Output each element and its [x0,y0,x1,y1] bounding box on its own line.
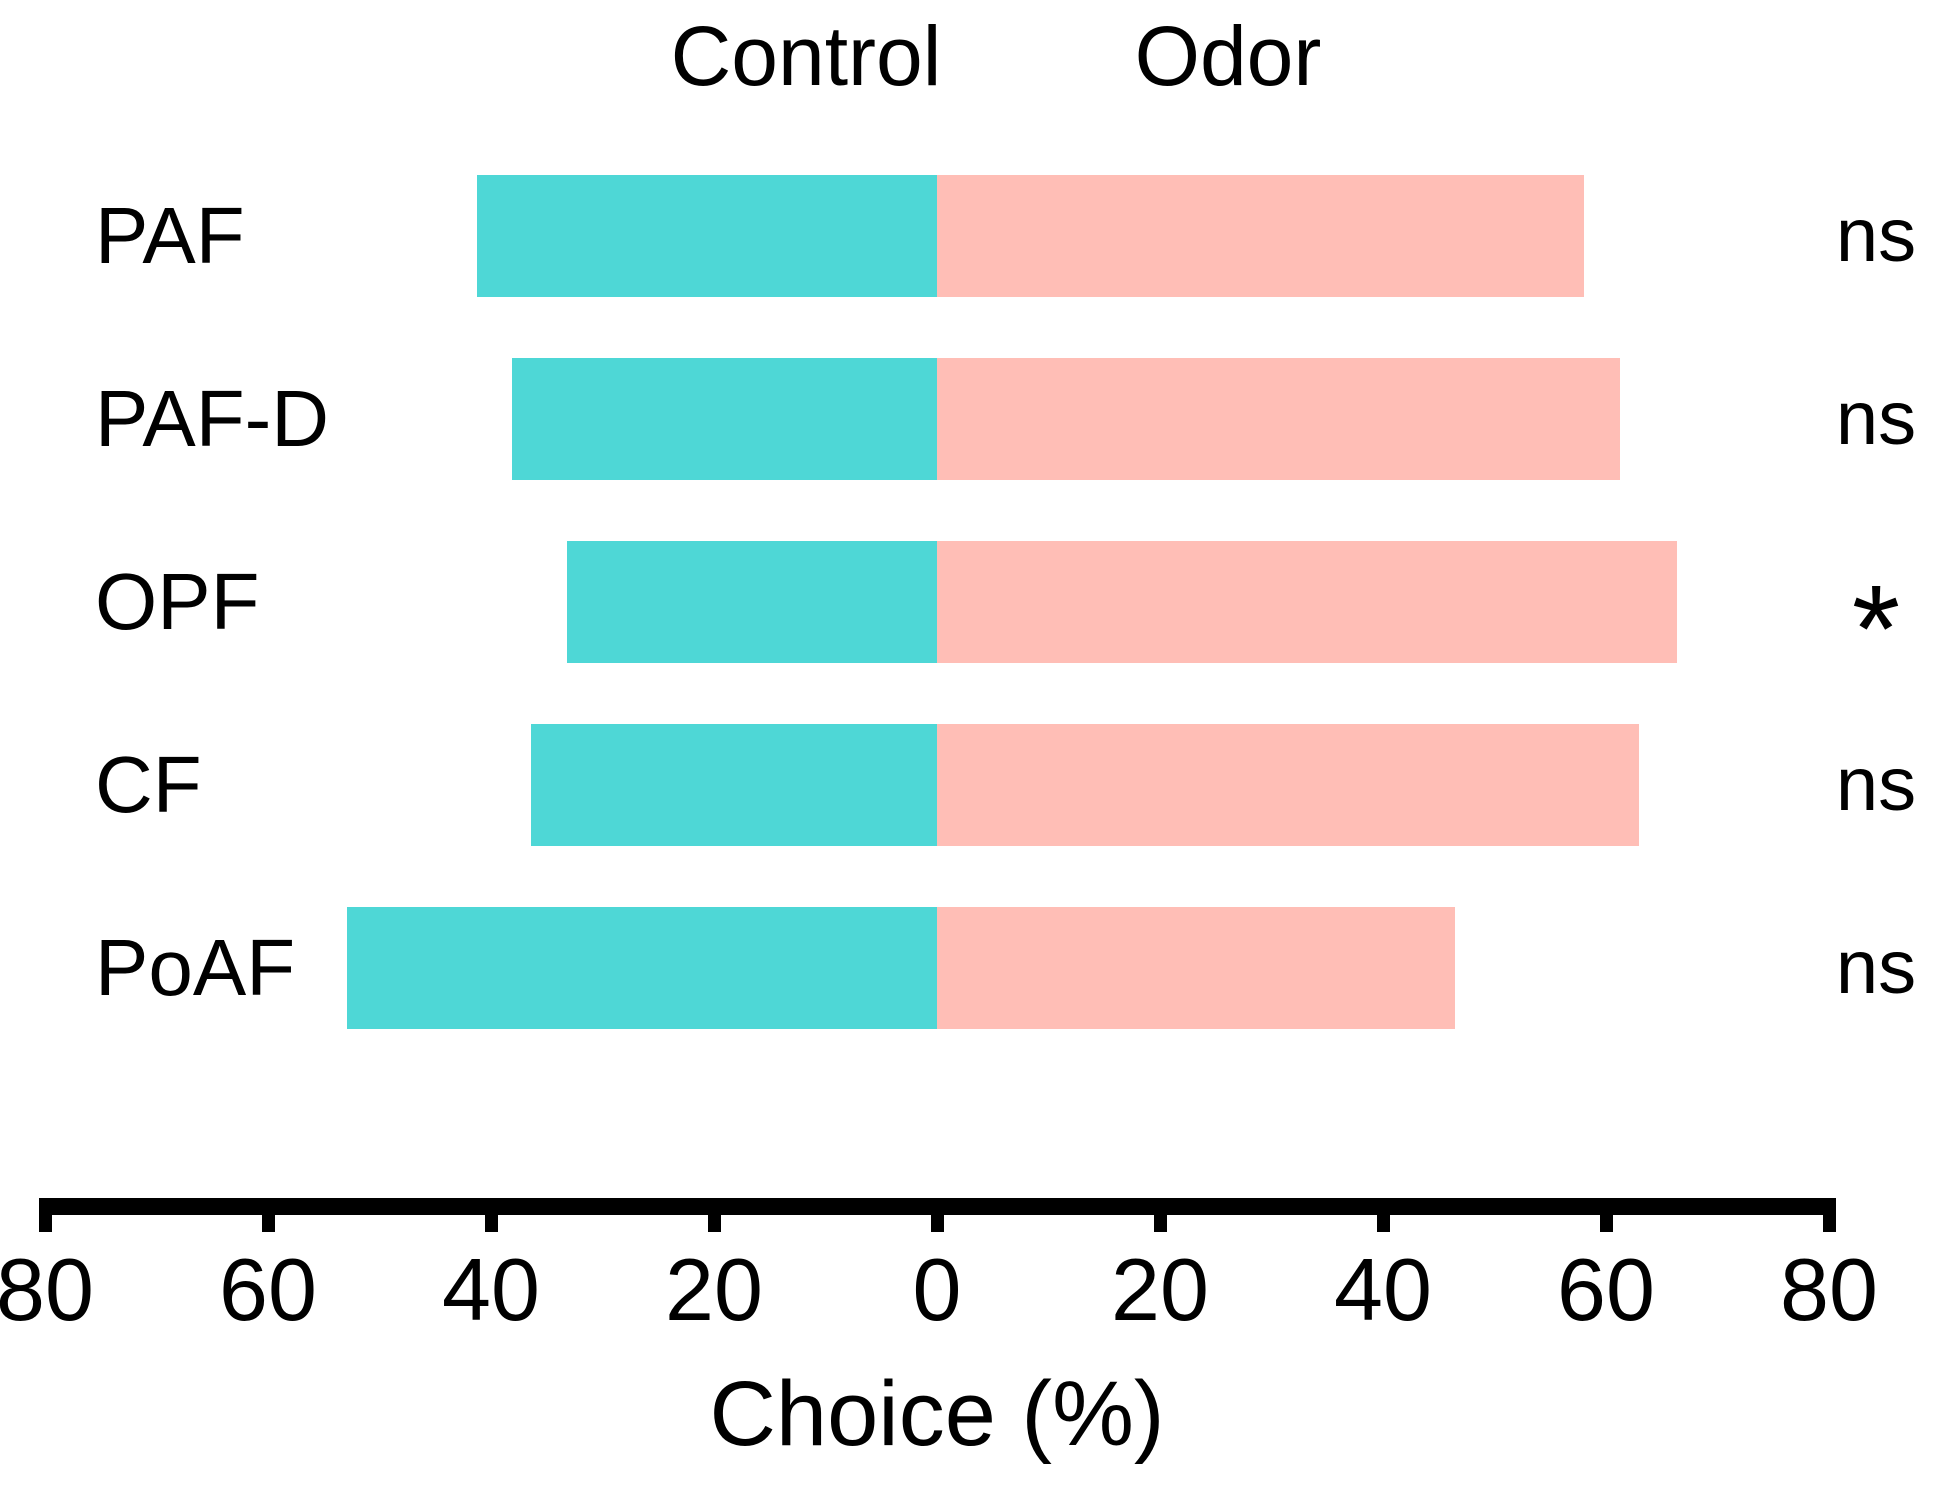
significance-label-opf: * [1851,560,1901,699]
x-axis-tick [707,1198,721,1232]
control-bar-cf [531,724,937,846]
control-bar-paf-d [512,358,937,480]
x-axis-tick [38,1198,52,1232]
x-axis-tick [484,1198,498,1232]
x-axis-tick-label: 80 [1780,1240,1878,1339]
x-axis-tick-label: 80 [0,1240,94,1339]
category-label-poaf: PoAF [95,923,296,1012]
control-bar-poaf [347,907,937,1029]
x-axis-tick-label: 60 [1557,1240,1655,1339]
x-axis-title: Choice (%) [709,1363,1165,1465]
x-axis-tick-label: 40 [1334,1240,1432,1339]
x-axis-tick [1822,1198,1836,1232]
x-axis-tick [1376,1198,1390,1232]
significance-label-poaf: ns [1835,925,1917,1010]
x-axis-tick-label: 40 [442,1240,540,1339]
column-header-control: Control [670,9,942,103]
x-axis-tick [261,1198,275,1232]
x-axis-tick-label: 20 [1111,1240,1209,1339]
category-label-paf: PAF [95,191,245,280]
x-axis-tick-label: 60 [219,1240,317,1339]
odor-bar-paf-d [937,358,1621,480]
odor-bar-poaf [937,907,1456,1029]
category-label-opf: OPF [95,557,260,646]
significance-label-paf-d: ns [1835,376,1917,461]
significance-label-paf: ns [1835,193,1917,278]
control-bar-opf [566,541,937,663]
control-bar-paf [476,175,937,297]
odor-bar-cf [937,724,1640,846]
x-axis-tick-label: 20 [665,1240,763,1339]
x-axis-tick [1599,1198,1613,1232]
x-axis-tick [1153,1198,1167,1232]
x-axis-tick-label: 0 [912,1240,962,1339]
column-header-odor: Odor [1134,9,1322,103]
odor-bar-paf [937,175,1584,297]
significance-label-cf: ns [1835,742,1917,827]
odor-bar-opf [937,541,1678,663]
category-label-paf-d: PAF-D [95,374,330,463]
category-label-cf: CF [95,740,202,829]
x-axis-tick [930,1198,944,1232]
